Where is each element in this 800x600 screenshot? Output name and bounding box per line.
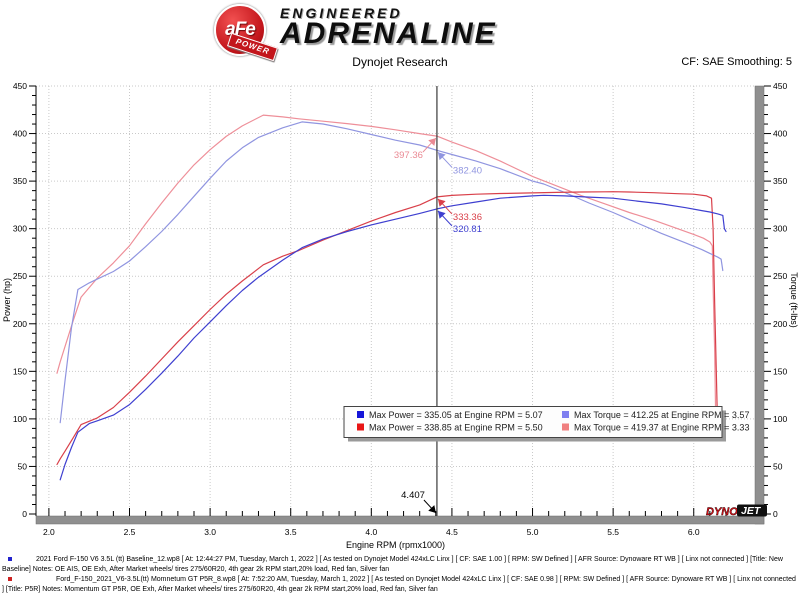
torque-axis: 0 50 100 150 200 250 300 350 400 450 Torque (ft-lb… xyxy=(764,81,799,519)
run-entry-p5r: Ford_F-150_2021_V6-3.5L(tt) Momnetum GT … xyxy=(0,575,798,594)
curve-power_baseline xyxy=(59,194,727,481)
power-tick-label: 200 xyxy=(13,319,27,329)
rpm-tick-label: 2.0 xyxy=(43,527,55,537)
rpm-tick-label: 3.0 xyxy=(204,527,216,537)
page-title: Dynojet Research xyxy=(352,55,448,69)
rpm-tick-label: 4.5 xyxy=(446,527,458,537)
legend-swatch xyxy=(562,423,569,431)
power-tick-label: 400 xyxy=(13,129,27,139)
dynojet-logo-jet: JET xyxy=(741,505,762,517)
torque-tick-label: 450 xyxy=(773,81,787,91)
rpm-tick-label: 6.0 xyxy=(688,527,700,537)
torque-tick-label: 0 xyxy=(773,509,778,519)
svg-text:397.36: 397.36 xyxy=(394,150,423,161)
torque-tick-label: 50 xyxy=(773,461,783,471)
rpm-tick-label: 5.0 xyxy=(527,527,539,537)
run-text-p5r: Ford_F-150_2021_V6-3.5L(tt) Momnetum GT … xyxy=(2,576,796,593)
power-tick-label: 100 xyxy=(13,414,27,424)
power-tick-label: 450 xyxy=(13,81,27,91)
torque-tick-label: 400 xyxy=(773,129,787,139)
afe-badge: aFe POWER xyxy=(214,4,279,62)
rpm-axis-title: Engine RPM (rpmx1000) xyxy=(346,540,445,550)
run-descriptions: 2021 Ford F-150 V6 3.5L (tt) Baseline_12… xyxy=(0,555,798,595)
power-tick-label: 250 xyxy=(13,271,27,281)
power-axis: 0 50 100 150 200 250 300 350 400 450 Power (hp) xyxy=(2,81,37,519)
legend-label: Max Power = 335.05 at Engine RPM = 5.07 xyxy=(369,410,543,420)
run-entry-baseline: 2021 Ford F-150 V6 3.5L (tt) Baseline_12… xyxy=(0,555,798,574)
gridlines xyxy=(36,85,755,514)
annotation-320.81: 320.81 xyxy=(437,210,482,235)
dyno-chart: 0 50 100 150 200 250 300 350 400 450 Power (hp) 0 50… xyxy=(2,81,799,550)
rpm-axis: 2.0 2.5 3.0 3.5 4.0 4.5 5.0 5.5 6.0 Engine RPM (r… xyxy=(43,508,743,550)
torque-tick-label: 250 xyxy=(773,271,787,281)
legend-swatch xyxy=(562,411,569,418)
power-tick-label: 150 xyxy=(13,366,27,376)
torque-tick-label: 100 xyxy=(773,414,787,424)
curve-power_afe_p5r xyxy=(56,191,718,466)
annotation-397.36: 397.36 xyxy=(394,137,437,161)
brand-words: ENGINEERED ADRENALINE xyxy=(280,5,497,49)
legend: Max Power = 335.05 at Engine RPM = 5.07 M… xyxy=(343,406,749,442)
torque-tick-label: 200 xyxy=(773,319,787,329)
rpm-tick-label: 3.5 xyxy=(285,527,297,537)
annotation-333.36: 333.36 xyxy=(437,198,482,223)
power-tick-label: 350 xyxy=(13,176,27,186)
dynojet-logo: DYNO JET xyxy=(706,504,767,518)
brand-adrenaline: ADRENALINE xyxy=(280,17,497,50)
torque-tick-label: 300 xyxy=(773,224,787,234)
annotation-4.407: 4.407 xyxy=(401,490,437,514)
power-tick-label: 50 xyxy=(18,461,28,471)
svg-text:4.407: 4.407 xyxy=(401,490,425,501)
torque-axis-title: Torque (ft-lbs) xyxy=(789,272,799,328)
power-axis-title: Power (hp) xyxy=(2,278,12,322)
rpm-tick-label: 4.0 xyxy=(365,527,377,537)
dynojet-logo-dyno: DYNO xyxy=(706,506,738,518)
smoothing-label: CF: SAE Smoothing: 5 xyxy=(681,56,792,68)
legend-swatch xyxy=(357,423,364,431)
curve-torque_baseline xyxy=(59,121,724,424)
legend-swatch xyxy=(357,411,364,418)
svg-text:333.36: 333.36 xyxy=(453,212,482,223)
annotation-382.40: 382.40 xyxy=(437,151,482,176)
run-text-baseline: 2021 Ford F-150 V6 3.5L (tt) Baseline_12… xyxy=(2,556,783,573)
power-tick-label: 0 xyxy=(22,509,27,519)
rpm-tick-label: 5.5 xyxy=(607,527,619,537)
torque-tick-label: 150 xyxy=(773,366,787,376)
rpm-tick-label: 2.5 xyxy=(124,527,136,537)
legend-label: Max Power = 338.85 at Engine RPM = 5.50 xyxy=(369,423,543,433)
run-bullet-red xyxy=(8,577,12,582)
torque-tick-label: 350 xyxy=(773,176,787,186)
power-tick-label: 300 xyxy=(13,224,27,234)
svg-text:382.40: 382.40 xyxy=(453,165,482,176)
run-bullet-blue xyxy=(8,557,12,561)
legend-box xyxy=(343,406,723,438)
curve-torque_afe_p5r xyxy=(56,114,717,408)
svg-text:320.81: 320.81 xyxy=(453,224,482,235)
brand-engineered: ENGINEERED xyxy=(280,5,403,21)
legend-label: Max Torque = 412.25 at Engine RPM = 3.57 xyxy=(574,410,749,420)
legend-label: Max Torque = 419.37 at Engine RPM = 3.33 xyxy=(574,423,749,433)
dyno-curves xyxy=(56,114,727,481)
